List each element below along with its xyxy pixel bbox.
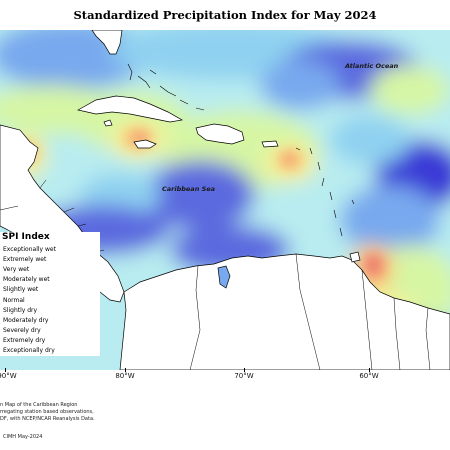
legend-item: Very wet <box>0 264 100 274</box>
lon-label: 60°W <box>359 372 379 380</box>
axis-tick <box>5 368 6 372</box>
legend-item: Slightly wet <box>0 285 100 295</box>
legend-item: Exceptionally dry <box>0 346 100 356</box>
longitude-axis: 90°W 80°W 70°W 60°W <box>0 368 450 384</box>
borders <box>0 179 431 370</box>
legend-item: Exceptionally wet <box>0 244 100 254</box>
map-notes: n Map of the Caribbean Region rregating … <box>0 402 260 423</box>
legend-title: SPI Index <box>2 232 50 242</box>
map-title: Standardized Precipitation Index for May… <box>73 8 377 22</box>
note-line: DF, with NCEP/NCAR Reanalysis Data. <box>0 416 95 422</box>
lon-label: 70°W <box>234 372 254 380</box>
legend-label: Slightly wet <box>3 286 39 294</box>
legend-label: Exceptionally dry <box>3 347 55 355</box>
atlantic-ocean-label: Atlantic Ocean <box>345 62 399 70</box>
legend-label: Moderately wet <box>3 276 50 284</box>
lon-label: 80°W <box>115 372 135 380</box>
legend-label: Moderately dry <box>3 316 49 324</box>
legend-item: Moderately wet <box>0 275 100 285</box>
islands <box>127 63 355 237</box>
legend-label: Extremely wet <box>3 255 47 263</box>
axis-tick <box>244 368 245 372</box>
lon-label: 90°W <box>0 372 17 380</box>
caribbean-sea-label: Caribbean Sea <box>162 185 216 193</box>
legend-label: Slightly dry <box>3 306 38 314</box>
spi-map: Atlantic Ocean Caribbean Sea <box>0 30 450 370</box>
legend-label: Severely dry <box>3 327 41 335</box>
legend-item: Moderately dry <box>0 315 100 325</box>
spi-legend: SPI Index Exceptionally wet Extremely we… <box>0 232 100 357</box>
legend-label: Extremely dry <box>3 337 46 345</box>
legend-item: Extremely wet <box>0 254 100 264</box>
credit-text: CIMH May-2024 <box>3 434 43 440</box>
legend-label: Normal <box>3 296 25 304</box>
axis-tick <box>125 368 126 372</box>
legend-item: Normal <box>0 295 100 305</box>
note-line: n Map of the Caribbean Region <box>0 402 78 408</box>
legend-item: Extremely dry <box>0 336 100 346</box>
note-line: rregating station based observations, <box>0 409 94 415</box>
legend-item: Severely dry <box>0 326 100 336</box>
legend-item: Slightly dry <box>0 305 100 315</box>
legend-label: Very wet <box>3 265 30 273</box>
legend-label: Exceptionally wet <box>3 245 56 253</box>
axis-tick <box>369 368 370 372</box>
